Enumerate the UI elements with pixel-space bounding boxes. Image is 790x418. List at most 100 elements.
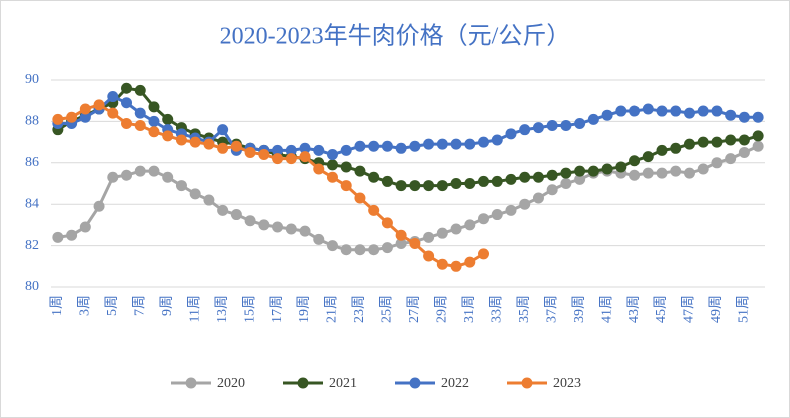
point xyxy=(423,138,435,150)
point xyxy=(354,192,366,204)
point xyxy=(148,115,160,127)
point xyxy=(326,240,338,252)
point xyxy=(368,140,380,152)
x-tick-label: 37周 xyxy=(544,295,559,323)
point xyxy=(93,99,105,111)
point xyxy=(656,167,668,179)
point xyxy=(738,111,750,123)
point xyxy=(436,227,448,239)
point xyxy=(491,175,503,187)
point xyxy=(725,134,737,146)
point xyxy=(313,163,325,175)
x-tick-label: 11周 xyxy=(187,295,202,322)
point xyxy=(409,238,421,250)
legend-label: 2020 xyxy=(217,376,245,391)
point xyxy=(464,256,476,268)
point xyxy=(381,242,393,254)
point xyxy=(230,209,242,221)
y-tick-label: 80 xyxy=(25,279,39,294)
point xyxy=(752,140,764,152)
point xyxy=(148,126,160,138)
point xyxy=(368,244,380,256)
point xyxy=(450,260,462,272)
point xyxy=(464,178,476,189)
point xyxy=(272,153,284,165)
series-line xyxy=(57,86,759,188)
point xyxy=(203,194,215,206)
point xyxy=(299,151,311,163)
point xyxy=(560,167,572,179)
point xyxy=(711,157,723,169)
point xyxy=(121,82,133,94)
point xyxy=(560,120,572,132)
x-tick-label: 19周 xyxy=(297,295,312,323)
point xyxy=(313,144,325,156)
point xyxy=(107,171,119,183)
point xyxy=(656,105,668,117)
point xyxy=(505,128,517,140)
point xyxy=(546,169,558,181)
point xyxy=(697,136,709,148)
point xyxy=(574,117,586,129)
point xyxy=(560,178,572,189)
point xyxy=(107,107,119,119)
point xyxy=(134,107,146,119)
point xyxy=(450,178,462,189)
point xyxy=(670,142,682,154)
point xyxy=(368,171,380,183)
point xyxy=(354,165,366,177)
point xyxy=(423,250,435,262)
point xyxy=(532,122,544,134)
point xyxy=(683,167,695,179)
point xyxy=(574,173,586,185)
point xyxy=(340,180,352,192)
point xyxy=(629,105,641,117)
legend-label: 2023 xyxy=(553,376,581,391)
point xyxy=(162,113,174,125)
point xyxy=(478,213,490,225)
point xyxy=(79,221,91,233)
point xyxy=(725,109,737,121)
point xyxy=(244,215,256,227)
point xyxy=(615,161,627,173)
point xyxy=(491,134,503,146)
x-tick-label: 41周 xyxy=(599,295,614,323)
y-tick-label: 86 xyxy=(25,155,39,170)
x-tick-label: 27周 xyxy=(407,295,422,323)
point xyxy=(299,142,311,154)
series-line xyxy=(57,144,759,252)
point xyxy=(340,161,352,173)
x-tick-label: 3周 xyxy=(78,295,93,316)
x-tick-label: 21周 xyxy=(325,295,340,323)
point xyxy=(381,175,393,187)
point xyxy=(217,204,229,216)
legend-marker xyxy=(521,377,533,389)
point xyxy=(203,138,215,150)
x-tick-label: 51周 xyxy=(737,295,752,323)
point xyxy=(546,120,558,132)
point xyxy=(285,153,297,165)
point xyxy=(532,192,544,204)
series-line xyxy=(57,94,759,157)
point xyxy=(381,217,393,229)
point xyxy=(642,167,654,179)
point xyxy=(450,138,462,150)
point xyxy=(725,153,737,165)
point xyxy=(423,180,435,192)
x-tick-label: 15周 xyxy=(242,295,257,323)
x-tick-label: 45周 xyxy=(654,295,669,323)
point xyxy=(491,209,503,221)
point xyxy=(478,248,490,260)
point xyxy=(683,107,695,119)
x-tick-label: 49周 xyxy=(709,295,724,323)
point xyxy=(162,171,174,183)
point xyxy=(642,151,654,163)
x-tick-label: 25周 xyxy=(380,295,395,323)
x-tick-label: 13周 xyxy=(215,295,230,323)
point xyxy=(436,258,448,270)
chart-title: 2020-2023年牛肉价格（元/公斤） xyxy=(220,23,571,50)
x-tick-label: 31周 xyxy=(462,295,477,323)
point xyxy=(313,233,325,245)
point xyxy=(395,238,407,250)
x-tick-label: 17周 xyxy=(270,295,285,323)
